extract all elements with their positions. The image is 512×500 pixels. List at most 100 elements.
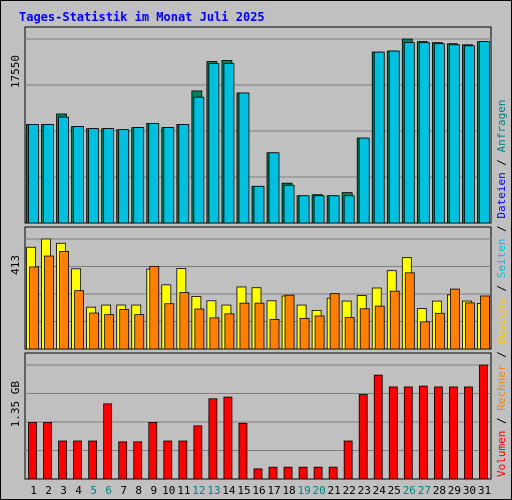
chart-title: Tages-Statistik im Monat Juli 2025 [19, 10, 265, 24]
bar-rechner-day-17 [269, 319, 280, 350]
bar-seiten-day-21 [328, 195, 340, 224]
bar-seiten-day-2 [43, 124, 54, 224]
bar-rechner-day-12 [194, 308, 205, 350]
bar-seiten-day-11 [178, 124, 190, 224]
legend: Volumen / Rechner / Besuche / Seiten / D… [495, 99, 508, 477]
bar-volumen-day-10 [163, 440, 173, 480]
legend-item-seiten: Seiten [495, 239, 508, 279]
bar-volumen-day-18 [283, 466, 293, 480]
x-tick-label-day-8: 8 [135, 484, 142, 497]
bar-seiten-day-31 [479, 41, 490, 224]
bar-volumen-day-16 [253, 468, 263, 480]
bar-rechner-day-15 [239, 302, 250, 350]
bar-rechner-day-11 [179, 292, 190, 350]
x-tick-label-day-19: 19 [297, 484, 310, 497]
top-scale-label: 17550 [9, 55, 22, 88]
x-tick-label-day-11: 11 [177, 484, 190, 497]
bar-volumen-day-2 [43, 422, 52, 480]
bar-seiten-day-18 [283, 184, 295, 224]
bar-seiten-day-23 [358, 137, 370, 224]
bar-seiten-day-5 [88, 128, 100, 224]
bar-rechner-day-9 [149, 266, 160, 350]
bar-volumen-day-8 [133, 441, 143, 480]
x-tick-label-day-4: 4 [75, 484, 82, 497]
x-tick-label-day-31: 31 [478, 484, 491, 497]
bar-seiten-day-19 [298, 195, 310, 224]
legend-separator: / [495, 411, 508, 431]
bar-volumen-day-27 [418, 385, 428, 480]
x-tick-label-day-22: 22 [343, 484, 356, 497]
bar-seiten-day-29 [449, 44, 460, 224]
x-tick-label-day-16: 16 [252, 484, 265, 497]
x-tick-label-day-27: 27 [418, 484, 431, 497]
bar-seiten-day-24 [373, 51, 385, 224]
bar-rechner-day-4 [74, 290, 84, 350]
bar-seiten-day-16 [253, 185, 265, 224]
x-tick-label-day-20: 20 [313, 484, 326, 497]
x-tick-label-day-6: 6 [105, 484, 112, 497]
bar-seiten-day-13 [208, 63, 220, 224]
bar-volumen-day-17 [268, 466, 278, 480]
bar-volumen-day-14 [223, 396, 233, 480]
bar-volumen-day-29 [449, 386, 458, 480]
x-tick-label-day-2: 2 [45, 484, 52, 497]
legend-item-volumen: Volumen [495, 431, 508, 477]
x-tick-label-day-30: 30 [463, 484, 476, 497]
bar-rechner-day-18 [284, 294, 295, 350]
bar-seiten-day-4 [73, 126, 84, 224]
x-tick-label-day-23: 23 [358, 484, 371, 497]
bar-volumen-day-28 [433, 386, 443, 480]
x-tick-label-day-28: 28 [433, 484, 446, 497]
bar-rechner-day-1 [29, 266, 39, 350]
x-tick-label-day-15: 15 [237, 484, 250, 497]
bar-rechner-day-13 [209, 317, 220, 350]
bar-rechner-day-6 [104, 314, 115, 350]
bar-rechner-day-16 [254, 302, 265, 350]
bar-volumen-day-13 [208, 398, 218, 480]
bar-seiten-day-10 [163, 127, 175, 224]
bar-volumen-day-24 [373, 374, 383, 480]
bar-rechner-day-27 [419, 321, 430, 350]
bar-volumen-day-1 [28, 422, 37, 480]
legend-item-dateien: Dateien [495, 172, 508, 218]
x-tick-label-day-12: 12 [192, 484, 205, 497]
bar-volumen-day-5 [88, 440, 98, 480]
bar-seiten-day-6 [103, 128, 115, 224]
x-tick-label-day-5: 5 [90, 484, 97, 497]
bar-volumen-day-30 [464, 386, 473, 480]
x-tick-label-day-29: 29 [448, 484, 461, 497]
bar-volumen-day-9 [148, 422, 158, 480]
x-tick-label-day-3: 3 [60, 484, 67, 497]
bar-rechner-day-24 [374, 305, 385, 350]
bar-volumen-day-21 [328, 466, 338, 480]
legend-item-rechner: Rechner [495, 364, 508, 411]
bar-volumen-day-15 [238, 422, 248, 480]
bar-rechner-day-30 [465, 302, 475, 350]
bar-volumen-day-7 [118, 441, 128, 480]
x-tick-label-day-18: 18 [282, 484, 295, 497]
bar-seiten-day-9 [148, 122, 160, 224]
bottom-scale-label: 1.35 GB [9, 381, 22, 428]
bar-volumen-day-22 [343, 440, 353, 480]
middle-panel: 413 [9, 226, 492, 350]
x-tick-label-day-7: 7 [120, 484, 127, 497]
legend-item-anfragen: Anfragen [495, 99, 508, 152]
top-panel: 17550 [9, 26, 492, 224]
bar-volumen-day-25 [388, 386, 398, 480]
bar-seiten-day-17 [268, 152, 280, 224]
bar-rechner-day-25 [389, 290, 400, 350]
bar-seiten-day-1 [28, 124, 39, 224]
x-tick-label-day-26: 26 [403, 484, 416, 497]
bar-seiten-day-15 [238, 92, 250, 224]
bar-volumen-day-19 [298, 466, 308, 480]
bar-rechner-day-29 [450, 288, 460, 350]
legend-separator: / [495, 278, 508, 298]
bar-volumen-day-31 [479, 364, 488, 480]
x-tick-label-day-13: 13 [207, 484, 220, 497]
bar-volumen-day-4 [73, 440, 82, 480]
middle-scale-label: 413 [9, 255, 22, 275]
x-tick-label-day-10: 10 [162, 484, 175, 497]
bar-rechner-day-31 [480, 295, 490, 350]
bar-rechner-day-20 [314, 315, 325, 350]
bar-volumen-day-6 [103, 403, 113, 480]
